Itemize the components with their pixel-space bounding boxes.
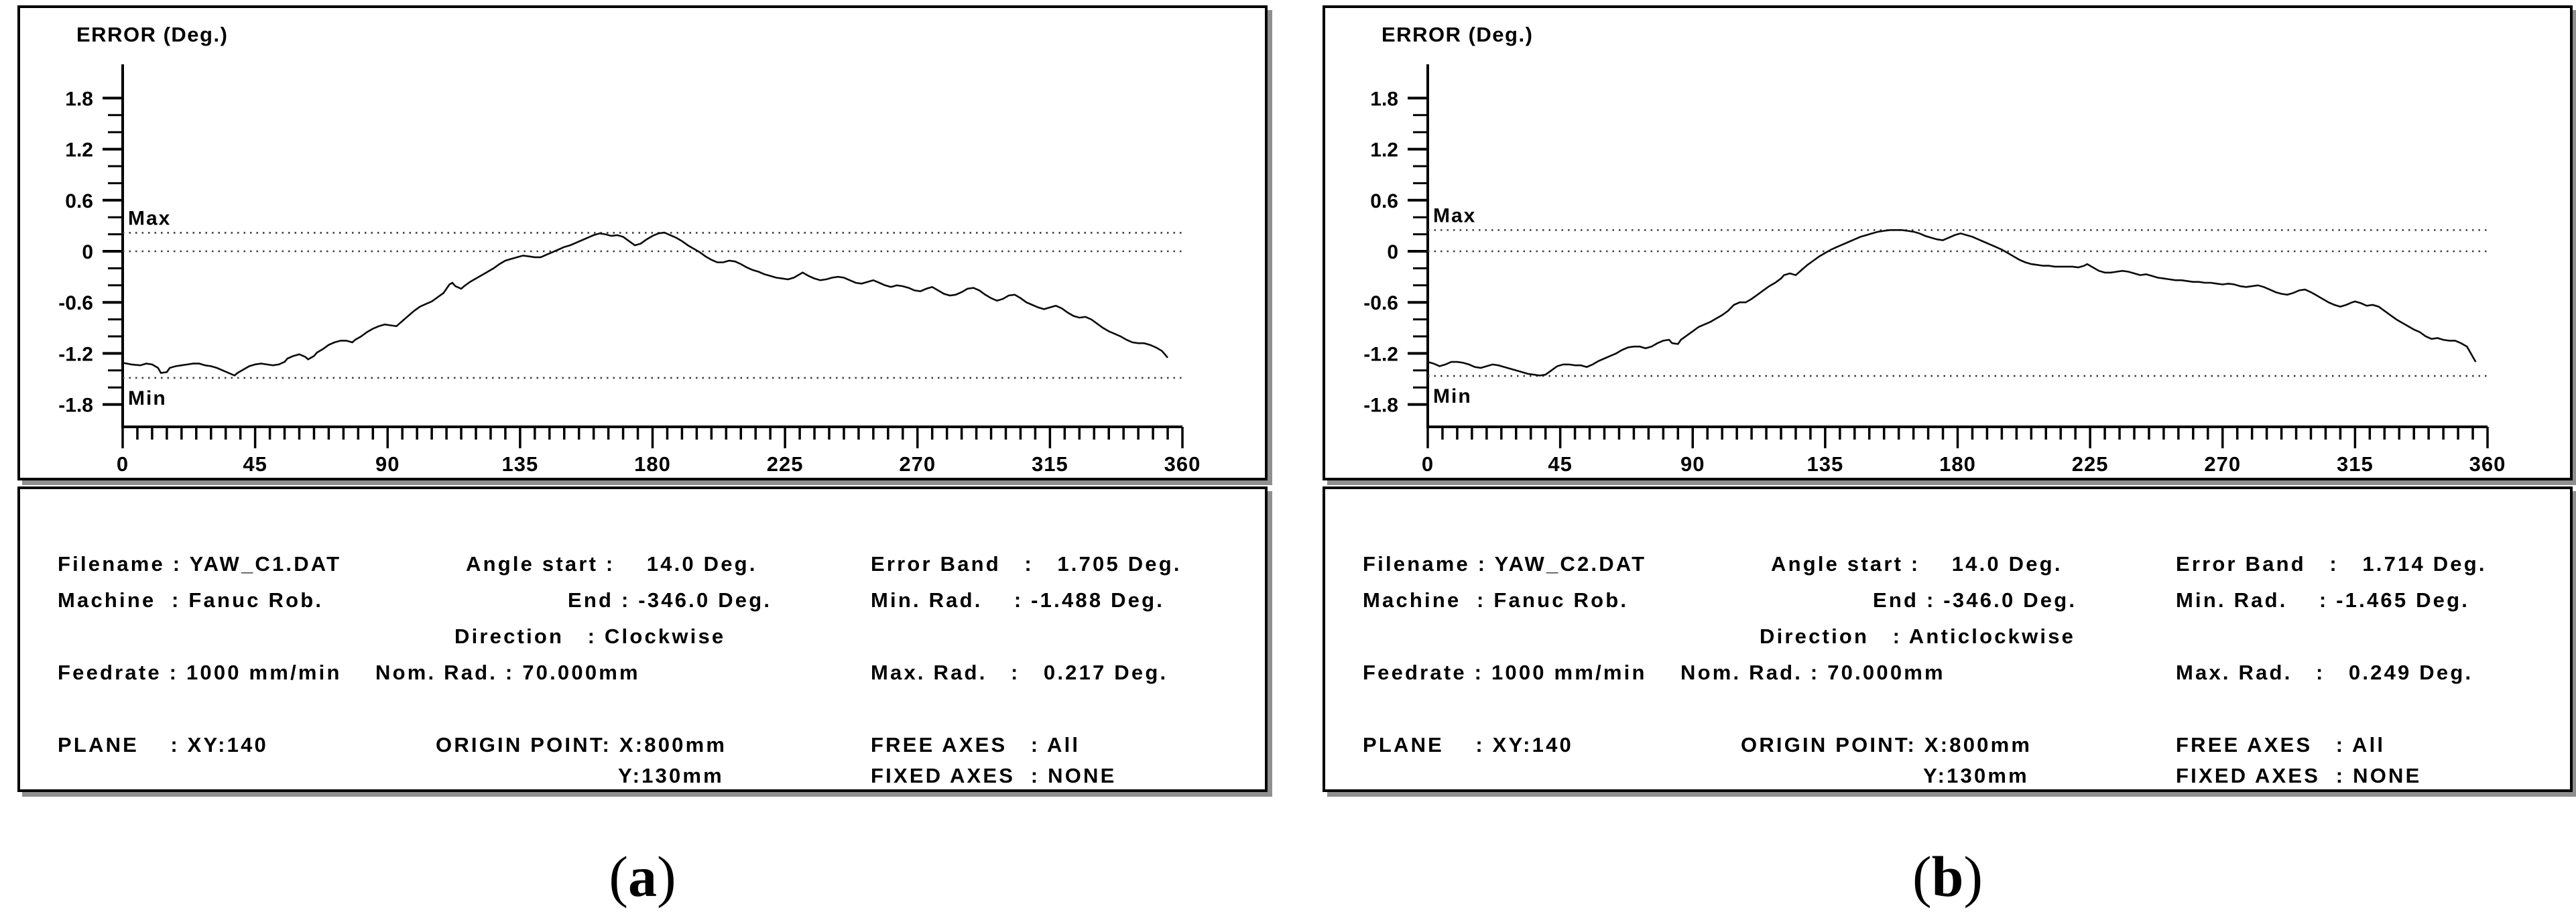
caption-b-open: ( [1912, 844, 1932, 909]
x-tick-label: 45 [1548, 452, 1572, 476]
y-tick-label: -0.6 [1363, 292, 1398, 314]
x-tick-label: 315 [1032, 452, 1068, 476]
y-tick-label: 1.8 [65, 88, 93, 110]
free-axes-line: FREE AXES : All [871, 733, 1081, 757]
y-tick-label: 0 [1387, 241, 1398, 263]
y-tick-label: 0 [82, 241, 93, 263]
error-chart-b: ERROR (Deg.) 1.8 1.2 0.6 0 -0.6 -1.2 -1.8 0 45 90 1… [1363, 23, 2506, 476]
panel-b: ERROR (Deg.) 1.8 1.2 0.6 0 -0.6 -1.2 -1.8 0 45 90 1… [1323, 0, 2573, 916]
x-tick-label: 90 [1680, 452, 1705, 476]
x-tick-label: 90 [375, 452, 400, 476]
y-tick-label: 1.8 [1370, 88, 1398, 110]
x-tick-label: 0 [117, 452, 129, 476]
feedrate-line: Feedrate : 1000 mm/min [1363, 661, 1647, 684]
nom-rad-line: Nom. Rad. : 70.000mm [1680, 661, 1945, 684]
free-axes-line: FREE AXES : All [2176, 733, 2386, 757]
x-tick-label: 360 [1164, 452, 1201, 476]
max-rad-line: Max. Rad. : 0.217 Deg. [871, 661, 1168, 684]
origin-y-line: Y:130mm [1923, 764, 2029, 787]
max-label: Max [1433, 204, 1476, 226]
y-tick-label: 0.6 [65, 190, 93, 212]
chart-title: ERROR (Deg.) [1382, 23, 1533, 46]
machine-line: Machine : Fanuc Rob. [1363, 588, 1629, 612]
fixed-axes-line: FIXED AXES : NONE [871, 764, 1117, 787]
x-tick-label: 135 [502, 452, 539, 476]
info-box-a: Filename : YAW_C1.DAT Machine : Fanuc Ro… [17, 486, 1268, 792]
plane-line: PLANE : XY:140 [58, 733, 268, 757]
direction-line: Direction : Clockwise [454, 625, 726, 648]
nom-rad-line: Nom. Rad. : 70.000mm [375, 661, 640, 684]
y-tick-label: -1.8 [1363, 395, 1398, 417]
caption-b-close: ) [1963, 844, 1983, 909]
max-rad-line: Max. Rad. : 0.249 Deg. [2176, 661, 2473, 684]
x-tick-label: 180 [634, 452, 671, 476]
caption-a-letter: a [628, 844, 657, 909]
error-curve-yaw-error-clockwise [122, 231, 1168, 377]
y-tick-label: -1.8 [58, 395, 93, 417]
y-tick-label: 1.2 [65, 139, 93, 161]
x-tick-label: 225 [2072, 452, 2109, 476]
origin-point-line: ORIGIN POINT: X:800mm [1741, 733, 2032, 757]
y-tick-label: -1.2 [58, 343, 93, 365]
panel-a: ERROR (Deg.) 1.8 1.2 0.6 0 -0.6 -1.2 -1.8 0 45 90 1… [17, 0, 1268, 916]
caption-b-letter: b [1931, 844, 1964, 909]
y-tick-label: -1.2 [1363, 343, 1398, 365]
filename-line: Filename : YAW_C1.DAT [58, 552, 342, 576]
origin-y-line: Y:130mm [618, 764, 724, 787]
angle-end-line: End : -346.0 Deg. [1873, 588, 2077, 612]
error-curve-yaw-error-anticlockwise [1427, 228, 2477, 377]
x-tick-label: 225 [767, 452, 804, 476]
caption-a: (a) [17, 843, 1268, 910]
x-tick-label: 135 [1807, 452, 1844, 476]
angle-start-line: Angle start : 14.0 Deg. [466, 552, 757, 576]
min-label: Min [1433, 385, 1472, 407]
chart-title: ERROR (Deg.) [76, 23, 228, 46]
x-tick-label: 270 [899, 452, 936, 476]
direction-line: Direction : Anticlockwise [1760, 625, 2076, 648]
x-tick-label: 360 [2469, 452, 2506, 476]
angle-start-line: Angle start : 14.0 Deg. [1771, 552, 2063, 576]
y-tick-label: -0.6 [58, 292, 93, 314]
x-tick-label: 270 [2204, 452, 2241, 476]
info-box-b: Filename : YAW_C2.DAT Machine : Fanuc Ro… [1323, 486, 2573, 792]
origin-point-line: ORIGIN POINT: X:800mm [436, 733, 727, 757]
error-chart-a: ERROR (Deg.) 1.8 1.2 0.6 0 -0.6 -1.2 -1.8 0 45 90 1… [58, 23, 1201, 476]
caption-a-open: ( [609, 844, 628, 909]
x-tick-label: 45 [243, 452, 267, 476]
x-tick-label: 0 [1422, 452, 1434, 476]
error-band-line: Error Band : 1.705 Deg. [871, 552, 1182, 576]
angle-end-line: End : -346.0 Deg. [568, 588, 772, 612]
x-tick-label: 315 [2337, 452, 2374, 476]
y-tick-label: 1.2 [1370, 139, 1398, 161]
plane-line: PLANE : XY:140 [1363, 733, 1573, 757]
error-chart-box-a: ERROR (Deg.) 1.8 1.2 0.6 0 -0.6 -1.2 -1.8 0 45 90 1… [17, 5, 1268, 480]
caption-b: (b) [1323, 843, 2573, 910]
caption-a-close: ) [657, 844, 676, 909]
error-band-line: Error Band : 1.714 Deg. [2176, 552, 2487, 576]
machine-line: Machine : Fanuc Rob. [58, 588, 324, 612]
max-label: Max [128, 207, 171, 229]
filename-line: Filename : YAW_C2.DAT [1363, 552, 1647, 576]
min-label: Min [128, 387, 167, 409]
feedrate-line: Feedrate : 1000 mm/min [58, 661, 342, 684]
x-tick-label: 180 [1939, 452, 1976, 476]
fixed-axes-line: FIXED AXES : NONE [2176, 764, 2422, 787]
min-rad-line: Min. Rad. : -1.488 Deg. [871, 588, 1165, 612]
y-tick-label: 0.6 [1370, 190, 1398, 212]
min-rad-line: Min. Rad. : -1.465 Deg. [2176, 588, 2470, 612]
error-chart-box-b: ERROR (Deg.) 1.8 1.2 0.6 0 -0.6 -1.2 -1.8 0 45 90 1… [1323, 5, 2573, 480]
